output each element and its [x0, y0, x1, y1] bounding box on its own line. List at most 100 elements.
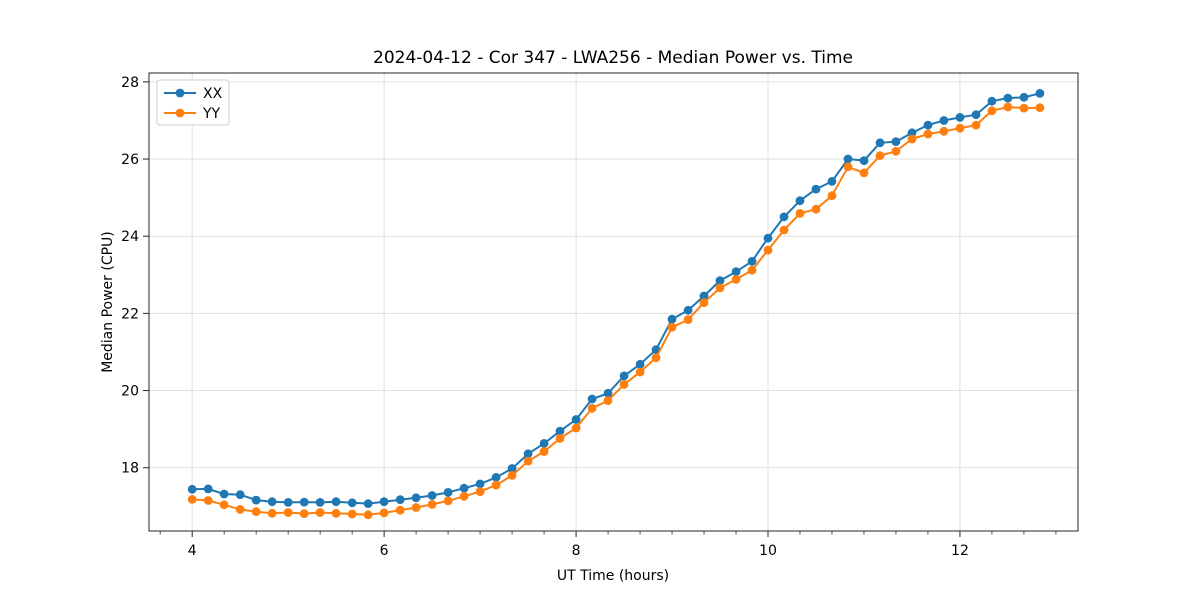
marker-YY-41	[843, 162, 853, 172]
marker-XX-12	[379, 497, 389, 507]
marker-YY-2	[219, 500, 229, 510]
marker-YY-22	[539, 447, 549, 456]
legend-label-YY: YY	[202, 106, 221, 122]
marker-YY-42	[859, 168, 869, 178]
marker-XX-46	[923, 120, 933, 130]
marker-YY-52	[1019, 103, 1029, 113]
marker-XX-34	[731, 267, 741, 277]
marker-YY-0	[187, 495, 197, 504]
marker-XX-21	[523, 449, 533, 459]
marker-XX-39	[811, 184, 821, 194]
legend: XX YY	[156, 79, 230, 126]
marker-YY-32	[699, 298, 709, 307]
marker-YY-5	[267, 508, 277, 518]
x-tick-label-4: 4	[188, 543, 197, 559]
marker-XX-31	[683, 305, 693, 315]
marker-YY-51	[1003, 102, 1013, 112]
x-tick-label-6: 6	[380, 543, 389, 559]
marker-YY-27	[619, 380, 629, 389]
marker-YY-39	[811, 204, 821, 214]
marker-YY-34	[731, 275, 741, 284]
marker-XX-22	[539, 439, 549, 448]
legend-label-XX: XX	[203, 86, 223, 102]
marker-XX-40	[827, 177, 837, 186]
marker-XX-44	[891, 137, 901, 147]
marker-YY-29	[651, 353, 661, 363]
marker-XX-48	[955, 113, 965, 122]
marker-YY-50	[987, 106, 997, 116]
marker-YY-46	[923, 129, 933, 139]
marker-XX-3	[235, 490, 245, 500]
marker-YY-48	[955, 123, 965, 133]
x-axis-label: UT Time (hours)	[557, 568, 669, 584]
marker-XX-27	[619, 371, 629, 381]
marker-XX-7	[299, 497, 309, 507]
x-tick-label-8: 8	[572, 543, 581, 559]
marker-YY-7	[299, 509, 309, 518]
marker-XX-26	[603, 388, 613, 398]
marker-XX-0	[187, 484, 197, 494]
marker-XX-33	[715, 276, 725, 285]
grid-lines	[149, 73, 1078, 531]
y-tick-label-24: 24	[121, 229, 139, 245]
marker-YY-38	[795, 209, 805, 218]
marker-YY-8	[315, 508, 325, 517]
marker-YY-30	[667, 322, 677, 332]
marker-XX-8	[315, 498, 325, 507]
marker-XX-41	[843, 154, 853, 164]
marker-YY-21	[523, 456, 533, 466]
marker-XX-49	[971, 110, 981, 120]
marker-XX-1	[203, 484, 213, 494]
marker-YY-43	[875, 151, 885, 161]
marker-XX-19	[491, 473, 501, 482]
marker-YY-11	[363, 510, 373, 520]
marker-YY-26	[603, 396, 613, 405]
marker-XX-28	[635, 359, 645, 369]
y-tick-label-18: 18	[121, 461, 139, 477]
marker-YY-3	[235, 505, 245, 514]
marker-YY-25	[587, 403, 597, 413]
axis-ticks: 4 6 8 10 12 18 20 22 24 26 28	[121, 75, 1057, 559]
marker-XX-2	[219, 489, 229, 499]
marker-XX-38	[795, 196, 805, 206]
marker-XX-47	[939, 116, 949, 125]
marker-XX-53	[1035, 89, 1045, 98]
marker-YY-18	[475, 487, 485, 496]
marker-XX-50	[987, 96, 997, 106]
marker-XX-16	[443, 488, 453, 497]
marker-XX-23	[555, 426, 565, 436]
marker-YY-14	[411, 503, 421, 512]
marker-XX-36	[763, 233, 773, 243]
marker-YY-31	[683, 315, 693, 324]
marker-XX-5	[267, 497, 277, 507]
marker-YY-24	[571, 423, 581, 433]
marker-YY-4	[251, 507, 261, 517]
marker-YY-47	[939, 126, 949, 136]
y-tick-label-22: 22	[121, 306, 139, 322]
marker-YY-23	[555, 434, 565, 443]
marker-YY-6	[283, 508, 293, 517]
marker-XX-32	[699, 291, 709, 301]
marker-YY-1	[203, 496, 213, 505]
marker-XX-24	[571, 415, 581, 424]
marker-XX-6	[283, 498, 293, 507]
y-tick-label-20: 20	[121, 384, 139, 400]
chart-title: 2024-04-12 - Cor 347 - LWA256 - Median P…	[373, 48, 853, 68]
marker-XX-11	[363, 499, 373, 508]
y-tick-label-28: 28	[121, 75, 139, 91]
marker-YY-40	[827, 191, 837, 201]
marker-YY-53	[1035, 103, 1045, 113]
marker-YY-10	[347, 509, 357, 519]
axes-spines	[148, 72, 1079, 532]
marker-XX-51	[1003, 93, 1013, 103]
marker-YY-16	[443, 496, 453, 506]
marker-YY-9	[331, 508, 341, 518]
marker-YY-33	[715, 283, 725, 293]
marker-YY-44	[891, 146, 901, 156]
marker-XX-14	[411, 493, 421, 503]
marker-YY-28	[635, 367, 645, 377]
marker-XX-52	[1019, 92, 1029, 102]
marker-YY-20	[507, 471, 517, 480]
